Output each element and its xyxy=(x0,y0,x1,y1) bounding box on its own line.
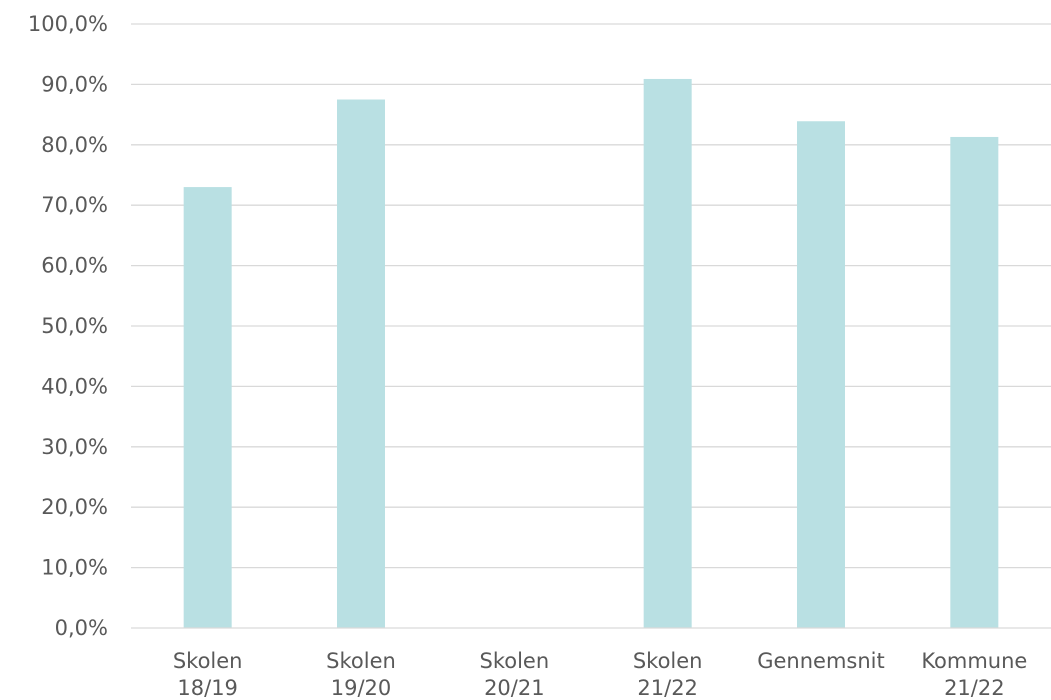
x-category-label-line: 21/22 xyxy=(637,676,698,700)
x-category-label-line: Skolen xyxy=(633,649,703,673)
x-category-label-line: Gennemsnit xyxy=(757,649,885,673)
y-tick-label: 40,0% xyxy=(41,374,108,398)
x-category-label-line: Skolen xyxy=(326,649,396,673)
y-tick-label: 20,0% xyxy=(41,495,108,519)
y-axis-tick-labels: 0,0% 10,0% 20,0% 30,0% 40,0% 50,0% 60,0% 70,0% 8… xyxy=(28,12,108,640)
y-tick-label: 0,0% xyxy=(55,616,108,640)
x-category-label-line: Skolen xyxy=(480,649,550,673)
y-tick-label: 80,0% xyxy=(41,133,108,157)
y-tick-label: 100,0% xyxy=(28,12,108,36)
y-tick-label: 10,0% xyxy=(41,556,108,580)
x-category-label-line: Skolen xyxy=(173,649,243,673)
y-tick-label: 50,0% xyxy=(41,314,108,338)
x-category-label: Skolen 19/20 xyxy=(326,649,396,700)
bar xyxy=(337,99,385,628)
x-category-label: Gennemsnit xyxy=(757,649,885,673)
x-category-label: Skolen 18/19 xyxy=(173,649,243,700)
bars xyxy=(183,78,999,629)
x-category-label: Kommune 21/22 xyxy=(921,649,1027,700)
y-tick-label: 70,0% xyxy=(41,193,108,217)
x-category-label-line: 20/21 xyxy=(484,676,545,700)
x-category-label-line: Kommune xyxy=(921,649,1027,673)
y-tick-label: 60,0% xyxy=(41,254,108,278)
x-category-label: Skolen 20/21 xyxy=(480,649,550,700)
x-category-label: Skolen 21/22 xyxy=(633,649,703,700)
bar xyxy=(183,187,232,628)
x-axis-category-labels: Skolen 18/19 Skolen 19/20 Skolen 20/21 Skolen 2… xyxy=(173,649,1028,700)
gridlines xyxy=(131,23,1051,569)
bar xyxy=(950,136,999,628)
bar xyxy=(797,121,845,628)
bar xyxy=(643,78,692,629)
y-tick-label: 30,0% xyxy=(41,435,108,459)
y-tick-label: 90,0% xyxy=(41,72,108,96)
x-category-label-line: 18/19 xyxy=(177,676,238,700)
x-category-label-line: 19/20 xyxy=(331,676,392,700)
x-category-label-line: 21/22 xyxy=(944,676,1005,700)
